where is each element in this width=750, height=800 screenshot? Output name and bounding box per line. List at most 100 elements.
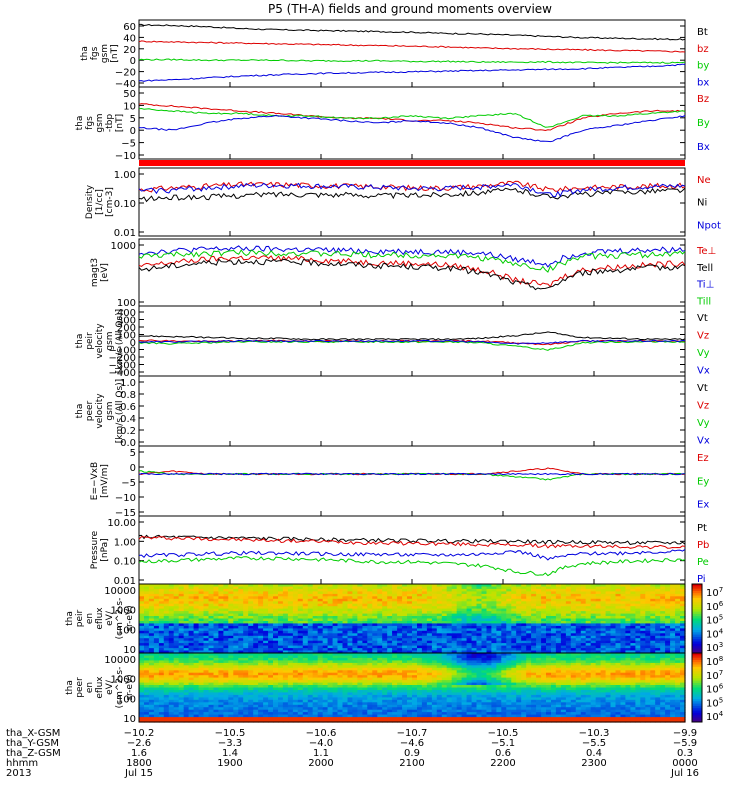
- spectrogram-cell: [253, 628, 259, 632]
- spectrogram-cell: [327, 670, 334, 674]
- y-tick-label: 0.10: [114, 199, 136, 210]
- spectrogram-cell: [263, 665, 269, 669]
- spectrogram-cell: [675, 623, 681, 627]
- spectrogram-cell: [307, 633, 314, 637]
- spectrogram-cell: [362, 596, 368, 600]
- spectrogram-cell: [322, 670, 329, 674]
- spectrogram-cell: [392, 586, 398, 590]
- spectrogram-cell: [675, 640, 681, 644]
- spectrogram-cell: [287, 685, 294, 689]
- spectrogram-cell: [163, 623, 170, 627]
- spectrogram-cell: [198, 638, 205, 642]
- spectrogram-cell: [665, 586, 671, 590]
- spectrogram-cell: [163, 675, 170, 679]
- spectrogram-cell: [287, 586, 294, 590]
- spectrogram-cell: [392, 717, 398, 721]
- spectrogram-cell: [491, 638, 497, 642]
- spectrogram-cell: [565, 635, 572, 639]
- spectrogram-cell: [610, 593, 617, 597]
- spectrogram-cell: [660, 606, 666, 610]
- spectrogram-cell: [377, 588, 383, 592]
- spectrogram-cell: [213, 675, 220, 679]
- spectrogram-cell: [466, 584, 473, 588]
- y-axis-label: [cm-3]: [105, 187, 115, 217]
- spectrogram-cell: [372, 717, 378, 721]
- spectrogram-cell: [173, 608, 180, 612]
- spectrogram-cell: [243, 699, 249, 703]
- spectrogram-cell: [397, 677, 403, 681]
- spectrogram-cell: [253, 623, 259, 627]
- spectrogram-cell: [188, 653, 195, 657]
- spectrogram-cell: [407, 719, 413, 723]
- spectrogram-cell: [342, 613, 349, 617]
- spectrogram-cell: [471, 588, 478, 592]
- spectrogram-cell: [670, 638, 676, 642]
- spectrogram-cell: [640, 613, 646, 617]
- spectrogram-cell: [139, 714, 145, 718]
- y-axis-label: peir: [85, 332, 95, 350]
- spectrogram-cell: [178, 588, 185, 592]
- spectrogram-cell: [635, 625, 641, 629]
- spectrogram-cell: [158, 601, 165, 605]
- series-Vy: [138, 340, 686, 351]
- spectrogram-cell: [148, 704, 155, 708]
- spectrogram-cell: [640, 633, 646, 637]
- spectrogram-cell: [372, 665, 378, 669]
- colorbar-step: [692, 643, 702, 647]
- spectrogram-cell: [431, 623, 438, 627]
- spectrogram-cell: [362, 672, 368, 676]
- spectrogram-cell: [382, 677, 388, 681]
- spectrogram-cell: [625, 603, 631, 607]
- spectrogram-cell: [302, 704, 309, 708]
- spectrogram-cell: [292, 588, 299, 592]
- spectrogram-cell: [580, 586, 587, 590]
- spectrogram-cell: [302, 593, 309, 597]
- spectrogram-cell: [273, 680, 279, 684]
- spectrogram-cell: [531, 613, 537, 617]
- spectrogram-cell: [481, 633, 488, 637]
- spectrogram-cell: [546, 593, 552, 597]
- spectrogram-cell: [203, 714, 210, 718]
- spectrogram-cell: [193, 601, 200, 605]
- spectrogram-cell: [208, 717, 215, 721]
- spectrogram-cell: [238, 650, 244, 654]
- spectrogram-cell: [148, 680, 155, 684]
- spectrogram-cell: [397, 628, 403, 632]
- spectrogram-cell: [541, 591, 547, 595]
- spectrogram-cell: [347, 687, 354, 691]
- spectrogram-cell: [158, 596, 165, 600]
- spectrogram-cell: [312, 584, 319, 588]
- spectrogram-cell: [570, 635, 577, 639]
- spectrogram-cell: [491, 593, 497, 597]
- spectrogram-cell: [655, 584, 661, 588]
- spectrogram-cell: [501, 633, 507, 637]
- colorbar-step: [692, 625, 702, 629]
- spectrogram-cell: [670, 625, 676, 629]
- spectrogram-cell: [253, 697, 259, 701]
- spectrogram-cell: [278, 650, 284, 654]
- spectrogram-cell: [635, 584, 641, 588]
- spectrogram-cell: [292, 702, 299, 706]
- spectrogram-cell: [208, 667, 215, 671]
- spectrogram-cell: [163, 709, 170, 713]
- spectrogram-cell: [148, 611, 155, 615]
- spectrogram-cell: [471, 598, 478, 602]
- spectrogram-cell: [392, 623, 398, 627]
- spectrogram-cell: [213, 704, 220, 708]
- spectrogram-cell: [352, 586, 358, 590]
- spectrogram-cell: [282, 648, 289, 652]
- spectrogram-cell: [451, 608, 458, 612]
- spectrogram-cell: [367, 685, 373, 689]
- spectrogram-cell: [223, 694, 229, 698]
- spectrogram-cell: [228, 653, 234, 657]
- spectrogram-cell: [238, 702, 244, 706]
- spectrogram-cell: [327, 613, 334, 617]
- spectrogram-cell: [148, 630, 155, 634]
- spectrogram-cell: [362, 685, 368, 689]
- spectrogram-cell: [332, 702, 339, 706]
- spectrogram-cell: [342, 704, 349, 708]
- spectrogram-cell: [183, 618, 190, 622]
- spectrogram-cell: [163, 648, 170, 652]
- spectrogram-cell: [163, 640, 170, 644]
- spectrogram-cell: [426, 635, 433, 639]
